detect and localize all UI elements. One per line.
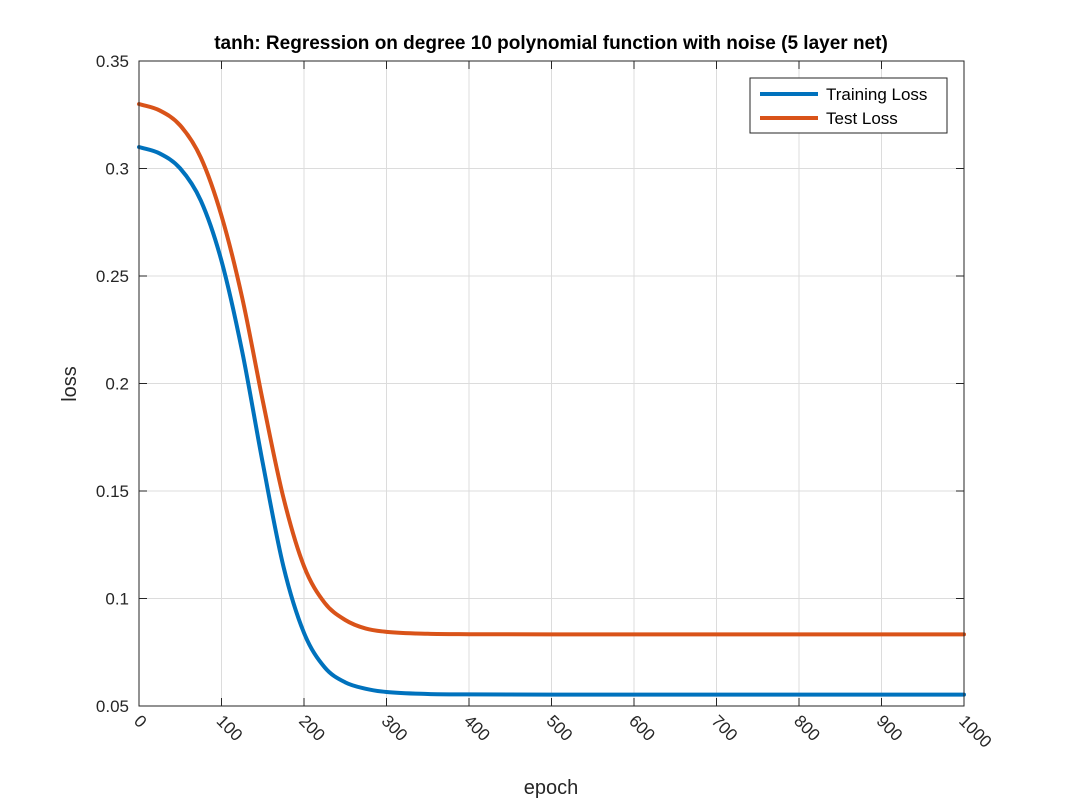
legend-label-test-loss: Test Loss — [826, 109, 898, 128]
series-line-training-loss — [137, 145, 966, 697]
chart-title: tanh: Regression on degree 10 polynomial… — [214, 33, 888, 54]
y-axis-label: loss — [59, 366, 81, 402]
x-axis-label: epoch — [524, 777, 579, 799]
series-layer — [137, 102, 966, 697]
y-tick-label: 0.3 — [105, 160, 129, 179]
legend-label-training-loss: Training Loss — [826, 85, 927, 104]
legend-box — [749, 77, 948, 134]
y-tick-label: 0.2 — [105, 375, 129, 394]
y-tick-label: 0.15 — [96, 482, 129, 501]
series-line-test-loss — [137, 102, 966, 637]
legend: Training Loss Test Loss — [749, 77, 948, 134]
y-tick-label: 0.1 — [105, 590, 129, 609]
y-tick-label: 0.35 — [96, 52, 129, 71]
y-tick-label: 0.05 — [96, 697, 129, 716]
y-tick-label: 0.25 — [96, 267, 129, 286]
